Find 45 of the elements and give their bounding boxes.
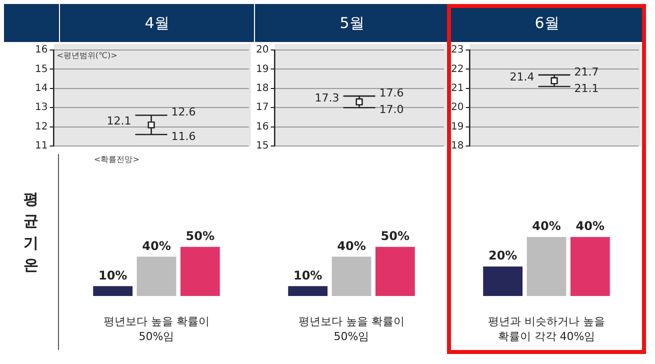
y-tick-label: 17 bbox=[256, 102, 269, 114]
annotation: 21.1 bbox=[574, 82, 599, 95]
y-tick-label: 11 bbox=[34, 140, 48, 152]
y-tick-label: 13 bbox=[34, 102, 48, 114]
data-label: 40% bbox=[142, 238, 171, 253]
y-tick-label: 19 bbox=[450, 121, 464, 132]
y-tick-label: 23 bbox=[450, 44, 464, 56]
annotation: 11.6 bbox=[171, 130, 196, 143]
annotation: 21.7 bbox=[574, 65, 599, 78]
y-tick-label: 20 bbox=[256, 44, 269, 56]
data-label: 20% bbox=[488, 248, 518, 263]
chart-title: 6월 bbox=[449, 4, 644, 42]
data-label: 40% bbox=[532, 219, 561, 234]
annotation: 17.6 bbox=[379, 86, 404, 100]
y-tick-label: 22 bbox=[450, 64, 464, 75]
x-axis-title: 평년과 비슷하거나 높을 확률이 각각 40%임 bbox=[487, 314, 606, 344]
y-tick-label: 21 bbox=[450, 82, 464, 94]
y-tick-label: 18 bbox=[256, 82, 269, 94]
text: <확률전망> bbox=[94, 155, 140, 164]
data-label: 17.3 bbox=[314, 92, 340, 105]
y-tick-label: 16 bbox=[34, 44, 48, 56]
x-axis-title: 평년보다 높을 확률이 50%임 bbox=[102, 314, 210, 344]
data-label: 21.4 bbox=[510, 70, 534, 84]
y-axis-title: <평년범위(℃)> bbox=[56, 51, 118, 60]
annotation: 12.6 bbox=[171, 106, 196, 119]
y-tick-label: 18 bbox=[450, 140, 464, 152]
y-tick-label: 15 bbox=[256, 140, 269, 152]
data-label: 50% bbox=[186, 228, 215, 243]
y-tick-label: 14 bbox=[34, 82, 48, 94]
data-label: 10% bbox=[293, 268, 322, 282]
y-tick-label: 15 bbox=[34, 64, 48, 75]
y-tick-label: 20 bbox=[450, 102, 464, 114]
data-label: 12.1 bbox=[106, 114, 132, 128]
chart-title: 5월 bbox=[254, 4, 449, 42]
data-label: 40% bbox=[576, 219, 605, 234]
y-tick-label: 16 bbox=[256, 121, 269, 132]
x-axis-title: 평년보다 높을 확률이 50%임 bbox=[298, 314, 406, 344]
data-label: 40% bbox=[337, 238, 366, 253]
annotation: 17.0 bbox=[379, 102, 404, 116]
data-label: 50% bbox=[380, 228, 410, 243]
y-tick-label: 12 bbox=[34, 121, 48, 132]
y-axis-title: 평균기온 bbox=[22, 189, 40, 276]
data-label: 10% bbox=[98, 268, 128, 282]
chart-title: 4월 bbox=[59, 4, 254, 42]
y-tick-label: 19 bbox=[256, 64, 269, 75]
